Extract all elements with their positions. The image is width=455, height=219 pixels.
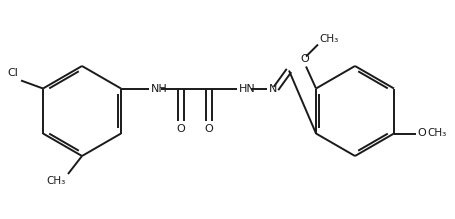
Text: CH₃: CH₃ xyxy=(318,34,338,44)
Text: O: O xyxy=(176,124,185,134)
Text: O: O xyxy=(416,129,425,138)
Text: N: N xyxy=(268,83,277,94)
Text: Cl: Cl xyxy=(7,69,18,78)
Text: HN: HN xyxy=(238,83,255,94)
Text: CH₃: CH₃ xyxy=(47,176,66,186)
Text: O: O xyxy=(300,55,309,65)
Text: O: O xyxy=(204,124,213,134)
Text: CH₃: CH₃ xyxy=(426,129,445,138)
Text: NH: NH xyxy=(151,83,167,94)
